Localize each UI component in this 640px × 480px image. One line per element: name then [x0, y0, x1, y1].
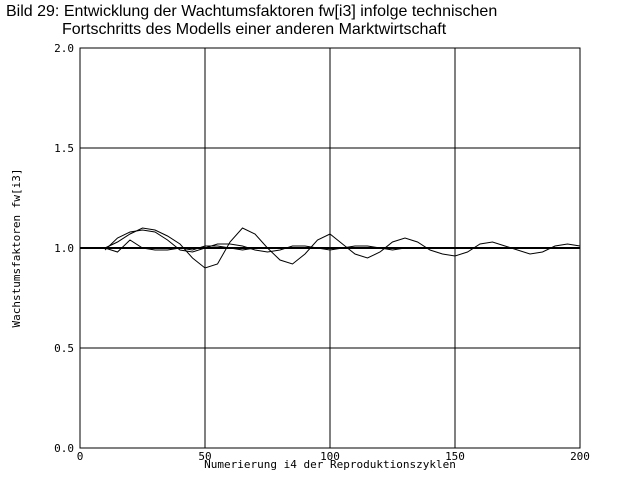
y-axis-label: Wachstumsfaktoren fw[i3] — [10, 169, 23, 328]
x-tick-label: 50 — [198, 450, 211, 463]
y-tick-label: 0.0 — [54, 442, 74, 455]
chart-title: Fortschritts des Modells einer anderen M… — [62, 21, 447, 38]
x-tick-label: 150 — [445, 450, 465, 463]
series-line — [104, 239, 580, 253]
y-tick-label: 2.0 — [54, 42, 74, 55]
chart-title: Bild 29: Entwicklung der Wachtumsfaktore… — [6, 3, 497, 20]
y-tick-label: 0.5 — [54, 342, 74, 355]
x-axis-label: Numerierung i4 der Reproduktionszyklen — [204, 458, 456, 471]
x-tick-label: 0 — [77, 450, 84, 463]
x-tick-label: 100 — [320, 450, 340, 463]
y-tick-label: 1.0 — [54, 242, 74, 255]
y-tick-label: 1.5 — [54, 142, 74, 155]
x-tick-label: 200 — [570, 450, 590, 463]
